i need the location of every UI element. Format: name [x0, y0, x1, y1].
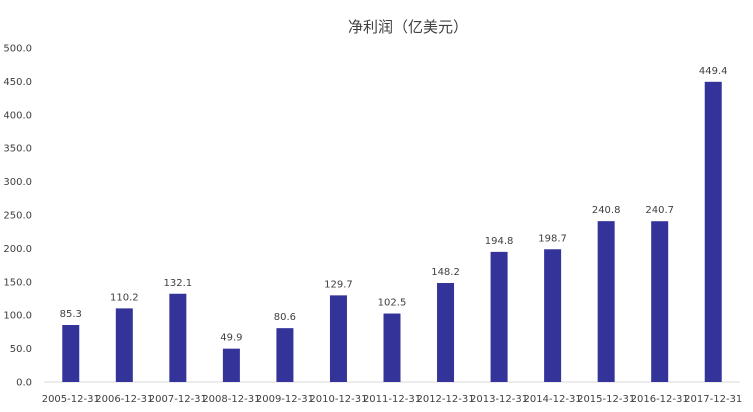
chart-title: 净利润（亿美元） [348, 18, 468, 36]
bar-value-label: 148.2 [431, 267, 460, 278]
x-axis-ticks: 2005-12-312006-12-312007-12-312008-12-31… [42, 394, 743, 405]
y-tick-label: 500.0 [3, 44, 32, 55]
bar-value-label: 198.7 [538, 233, 567, 244]
bar [329, 295, 347, 382]
bar-labels-group: 85.3 110.2 132.1 49.9 80.6 129.7 102.5 148.2 194… [60, 66, 728, 344]
bar-value-label: 240.8 [592, 205, 621, 216]
bars-group [62, 81, 722, 383]
bar [276, 328, 294, 382]
bar [115, 308, 133, 382]
y-tick-label: 250.0 [3, 211, 32, 222]
bar-value-label: 129.7 [324, 279, 353, 290]
y-tick-label: 300.0 [3, 177, 32, 188]
x-tick-label: 2017-12-31 [684, 394, 742, 405]
bar-value-label: 102.5 [378, 298, 407, 309]
x-tick-label: 2010-12-31 [309, 394, 367, 405]
x-tick-label: 2012-12-31 [416, 394, 474, 405]
y-tick-label: 450.0 [3, 77, 32, 88]
bar-value-label: 240.7 [645, 205, 674, 216]
x-tick-label: 2008-12-31 [202, 394, 260, 405]
bar [704, 81, 722, 383]
bar [437, 283, 455, 382]
bar [544, 249, 562, 382]
x-tick-label: 2013-12-31 [470, 394, 528, 405]
y-tick-label: 0.0 [16, 378, 32, 389]
x-tick-label: 2006-12-31 [95, 394, 153, 405]
bar-value-label: 449.4 [699, 66, 728, 77]
bar [62, 325, 80, 382]
bar [490, 251, 508, 382]
x-tick-label: 2015-12-31 [577, 394, 635, 405]
bar-value-label: 110.2 [110, 292, 139, 303]
bar-value-label: 85.3 [60, 309, 82, 320]
bar-value-label: 80.6 [274, 312, 296, 323]
y-tick-label: 50.0 [10, 344, 32, 355]
bar [383, 313, 401, 382]
bar-value-label: 49.9 [220, 333, 242, 344]
y-tick-label: 150.0 [3, 277, 32, 288]
bar-value-label: 194.8 [485, 236, 514, 247]
bar [597, 221, 615, 382]
x-tick-label: 2007-12-31 [149, 394, 207, 405]
y-tick-label: 350.0 [3, 144, 32, 155]
y-tick-label: 100.0 [3, 311, 32, 322]
bar [169, 293, 187, 382]
y-axis-ticks: 0.0 50.0 100.0 150.0 200.0 250.0 300.0 350.0 400… [3, 44, 32, 389]
y-tick-label: 200.0 [3, 244, 32, 255]
y-tick-label: 400.0 [3, 110, 32, 121]
x-tick-label: 2009-12-31 [256, 394, 314, 405]
x-tick-label: 2016-12-31 [631, 394, 689, 405]
x-tick-label: 2005-12-31 [42, 394, 100, 405]
bar-value-label: 132.1 [164, 278, 193, 289]
x-tick-label: 2014-12-31 [524, 394, 582, 405]
x-tick-label: 2011-12-31 [363, 394, 421, 405]
bar [222, 348, 240, 382]
bar [651, 221, 669, 382]
